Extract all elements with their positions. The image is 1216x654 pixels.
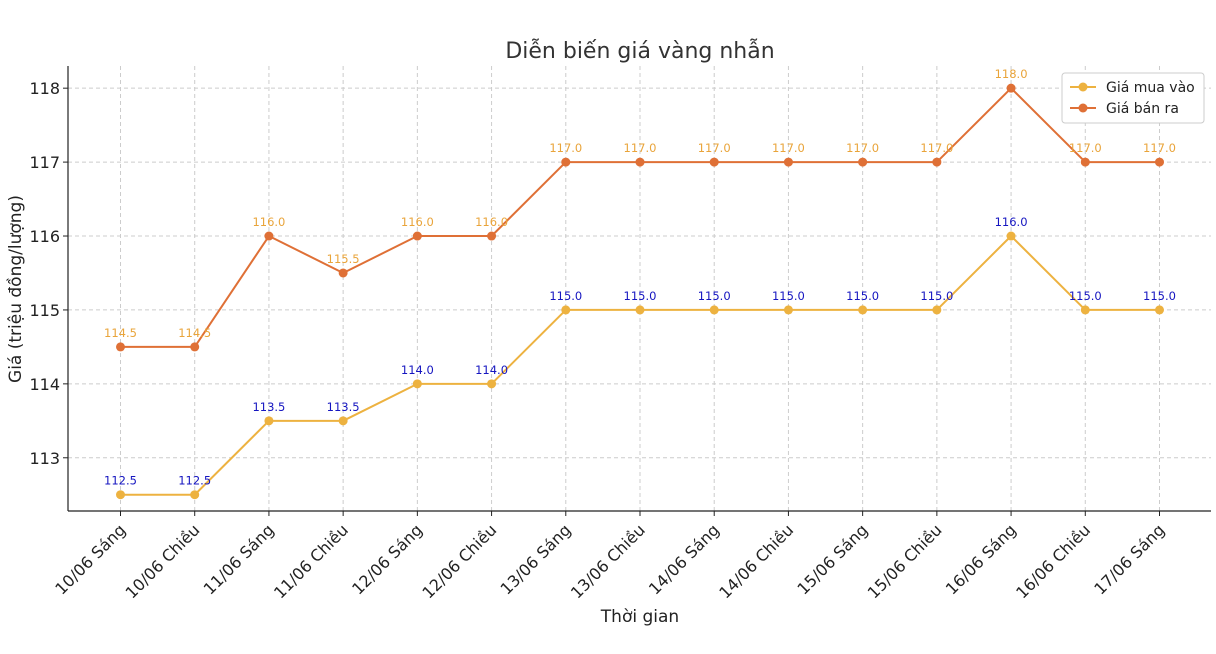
data-point-0-12: [1006, 231, 1016, 241]
data-point-0-8: [709, 305, 719, 315]
data-label-0-12: 116.0: [995, 215, 1028, 229]
x-tick-label-11: 15/06 Chiều: [864, 520, 946, 602]
x-tick-label-8: 14/06 Sáng: [645, 520, 723, 598]
x-axis-label: Thời gian: [600, 607, 679, 627]
data-point-1-3: [338, 268, 348, 278]
y-tick-label-0: 113: [29, 449, 60, 468]
data-point-0-11: [932, 305, 942, 315]
data-label-1-0: 114.5: [104, 326, 137, 340]
data-label-1-14: 117.0: [1143, 141, 1176, 155]
legend: Giá mua vào Giá bán ra: [1061, 72, 1205, 124]
data-label-0-7: 115.0: [624, 289, 657, 303]
data-label-0-11: 115.0: [920, 289, 953, 303]
data-label-0-14: 115.0: [1143, 289, 1176, 303]
data-label-1-9: 117.0: [772, 141, 805, 155]
data-point-1-10: [858, 157, 868, 167]
data-label-1-8: 117.0: [698, 141, 731, 155]
data-point-1-7: [635, 157, 645, 167]
data-label-0-0: 112.5: [104, 474, 137, 488]
chart-title: Diễn biến giá vàng nhẫn: [505, 38, 774, 64]
data-labels: 112.5 112.5 113.5 113.5 114.0 114.0 115.0 115.0…: [104, 67, 1176, 488]
y-tick-label-1: 114: [29, 375, 60, 394]
data-point-1-14: [1155, 157, 1164, 167]
data-label-1-6: 117.0: [549, 141, 582, 155]
legend-label-0: Giá mua vào: [1106, 80, 1195, 96]
data-point-0-13: [1080, 305, 1090, 315]
x-tick-label-3: 11/06 Chiều: [270, 520, 352, 602]
y-axis-label: Giá (triệu đồng/lượng): [5, 195, 26, 383]
x-tick-label-2: 11/06 Sáng: [200, 520, 278, 598]
data-point-0-1: [190, 490, 200, 500]
data-point-0-9: [783, 305, 793, 315]
data-label-1-3: 115.5: [327, 252, 360, 266]
data-label-0-6: 115.0: [549, 289, 582, 303]
series-line-0: [120, 235, 1160, 496]
x-tick-label-13: 16/06 Chiều: [1012, 520, 1094, 602]
y-ticks: 113 114 115 116 117 118: [29, 79, 68, 468]
data-label-1-2: 116.0: [252, 215, 285, 229]
data-point-0-5: [487, 379, 497, 389]
y-tick-label-2: 115: [29, 301, 60, 320]
data-label-1-1: 114.5: [178, 326, 211, 340]
x-tick-label-12: 16/06 Sáng: [942, 520, 1020, 598]
data-label-0-2: 113.5: [252, 400, 285, 414]
x-tick-label-14: 17/06 Sáng: [1090, 520, 1168, 598]
data-point-1-8: [709, 157, 719, 167]
data-label-0-13: 115.0: [1069, 289, 1102, 303]
data-point-0-7: [635, 305, 645, 315]
data-label-0-4: 114.0: [401, 363, 434, 377]
legend-marker-0: [1078, 82, 1088, 92]
data-point-0-2: [264, 416, 274, 426]
y-tick-label-5: 118: [29, 79, 60, 98]
data-label-1-10: 117.0: [846, 141, 879, 155]
data-label-0-10: 115.0: [846, 289, 879, 303]
x-tick-label-0: 10/06 Sáng: [51, 520, 129, 598]
data-point-0-10: [858, 305, 868, 315]
data-point-1-12: [1006, 83, 1016, 93]
legend-label-1: Giá bán ra: [1106, 101, 1179, 117]
data-point-1-4: [412, 231, 422, 241]
x-tick-label-1: 10/06 Chiều: [122, 520, 204, 602]
data-label-1-11: 117.0: [920, 141, 953, 155]
data-point-0-14: [1155, 305, 1164, 315]
data-label-1-13: 117.0: [1069, 141, 1102, 155]
data-point-0-4: [412, 379, 422, 389]
data-point-1-13: [1080, 157, 1090, 167]
data-point-1-5: [487, 231, 497, 241]
data-point-1-11: [932, 157, 942, 167]
legend-marker-1: [1078, 103, 1088, 113]
grid-layer: [68, 66, 1211, 511]
y-tick-label-3: 116: [29, 227, 60, 246]
data-label-1-5: 116.0: [475, 215, 508, 229]
data-point-1-0: [116, 342, 125, 352]
data-label-1-7: 117.0: [624, 141, 657, 155]
x-tick-label-5: 12/06 Chiều: [418, 520, 500, 602]
data-point-0-6: [561, 305, 571, 315]
data-point-1-9: [783, 157, 793, 167]
data-label-0-1: 112.5: [178, 474, 211, 488]
x-tick-label-10: 15/06 Sáng: [793, 520, 871, 598]
data-label-0-3: 113.5: [327, 400, 360, 414]
legend-box: [1061, 72, 1205, 124]
data-point-1-2: [264, 231, 274, 241]
series-layer: [116, 83, 1164, 500]
data-point-0-3: [338, 416, 348, 426]
data-point-1-6: [561, 157, 571, 167]
data-point-1-1: [190, 342, 200, 352]
x-tick-label-7: 13/06 Chiều: [567, 520, 649, 602]
data-label-1-4: 116.0: [401, 215, 434, 229]
data-label-0-8: 115.0: [698, 289, 731, 303]
x-tick-label-9: 14/06 Chiều: [715, 520, 797, 602]
data-label-0-9: 115.0: [772, 289, 805, 303]
x-tick-label-4: 12/06 Sáng: [348, 520, 426, 598]
data-label-0-5: 114.0: [475, 363, 508, 377]
data-label-1-12: 118.0: [995, 67, 1028, 81]
x-tick-label-6: 13/06 Sáng: [497, 520, 575, 598]
y-tick-label-4: 117: [29, 153, 60, 172]
data-point-0-0: [116, 490, 125, 500]
